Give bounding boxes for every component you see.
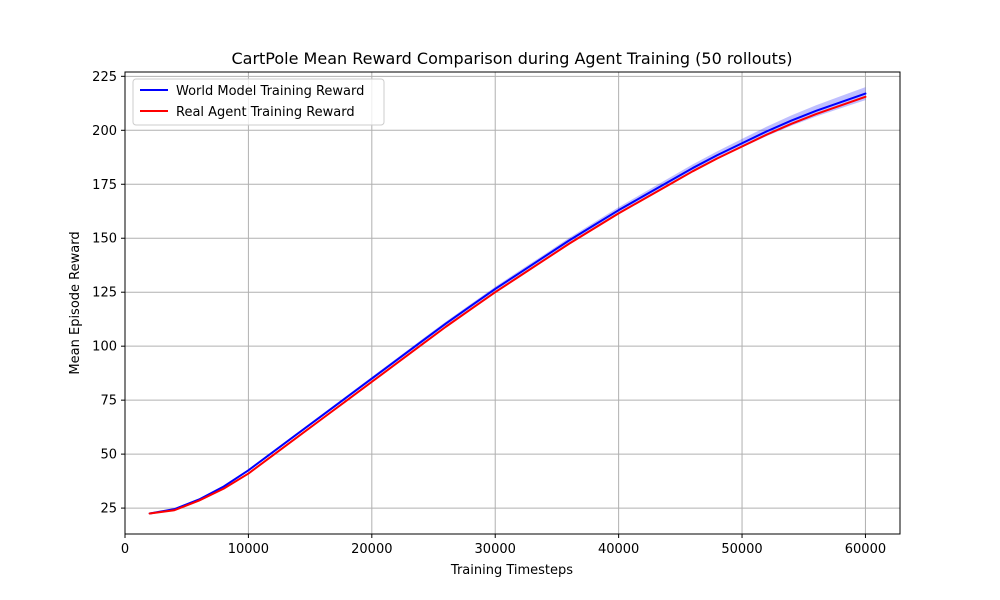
x-tick-label: 30000 [475, 542, 516, 557]
chart-title: CartPole Mean Reward Comparison during A… [231, 49, 792, 68]
legend: World Model Training Reward Real Agent T… [132, 78, 385, 126]
x-tick-label: 40000 [598, 542, 639, 557]
x-tick-label: 0 [121, 542, 129, 557]
grid [124, 72, 900, 534]
y-axis-ticks: 25 50 75 100 125 150 175 200 225 [92, 70, 125, 517]
x-tick-label: 20000 [351, 542, 392, 557]
y-axis-label: Mean Episode Reward [68, 231, 83, 374]
x-tick-label: 60000 [845, 542, 886, 557]
y-tick-label: 25 [100, 502, 117, 517]
series-line-0 [148, 92, 867, 515]
y-tick-label: 200 [92, 124, 117, 139]
series-lines [148, 92, 867, 515]
y-tick-label: 50 [100, 448, 117, 463]
legend-label-world-model: World Model Training Reward [176, 84, 364, 99]
x-tick-label: 10000 [228, 542, 269, 557]
legend-label-real-agent: Real Agent Training Reward [176, 105, 355, 120]
plot-area-frame [124, 71, 901, 535]
x-axis-ticks: 0 10000 20000 30000 40000 50000 60000 [121, 534, 886, 557]
y-tick-label: 75 [100, 394, 117, 409]
legend-box [132, 78, 385, 126]
x-tick-label: 50000 [721, 542, 762, 557]
y-tick-label: 225 [92, 70, 117, 85]
y-tick-label: 175 [92, 178, 117, 193]
y-tick-label: 125 [92, 286, 117, 301]
x-axis-label: Training Timesteps [450, 563, 573, 578]
y-tick-label: 100 [92, 340, 117, 355]
series-line-1 [148, 95, 867, 515]
y-tick-label: 150 [92, 232, 117, 247]
